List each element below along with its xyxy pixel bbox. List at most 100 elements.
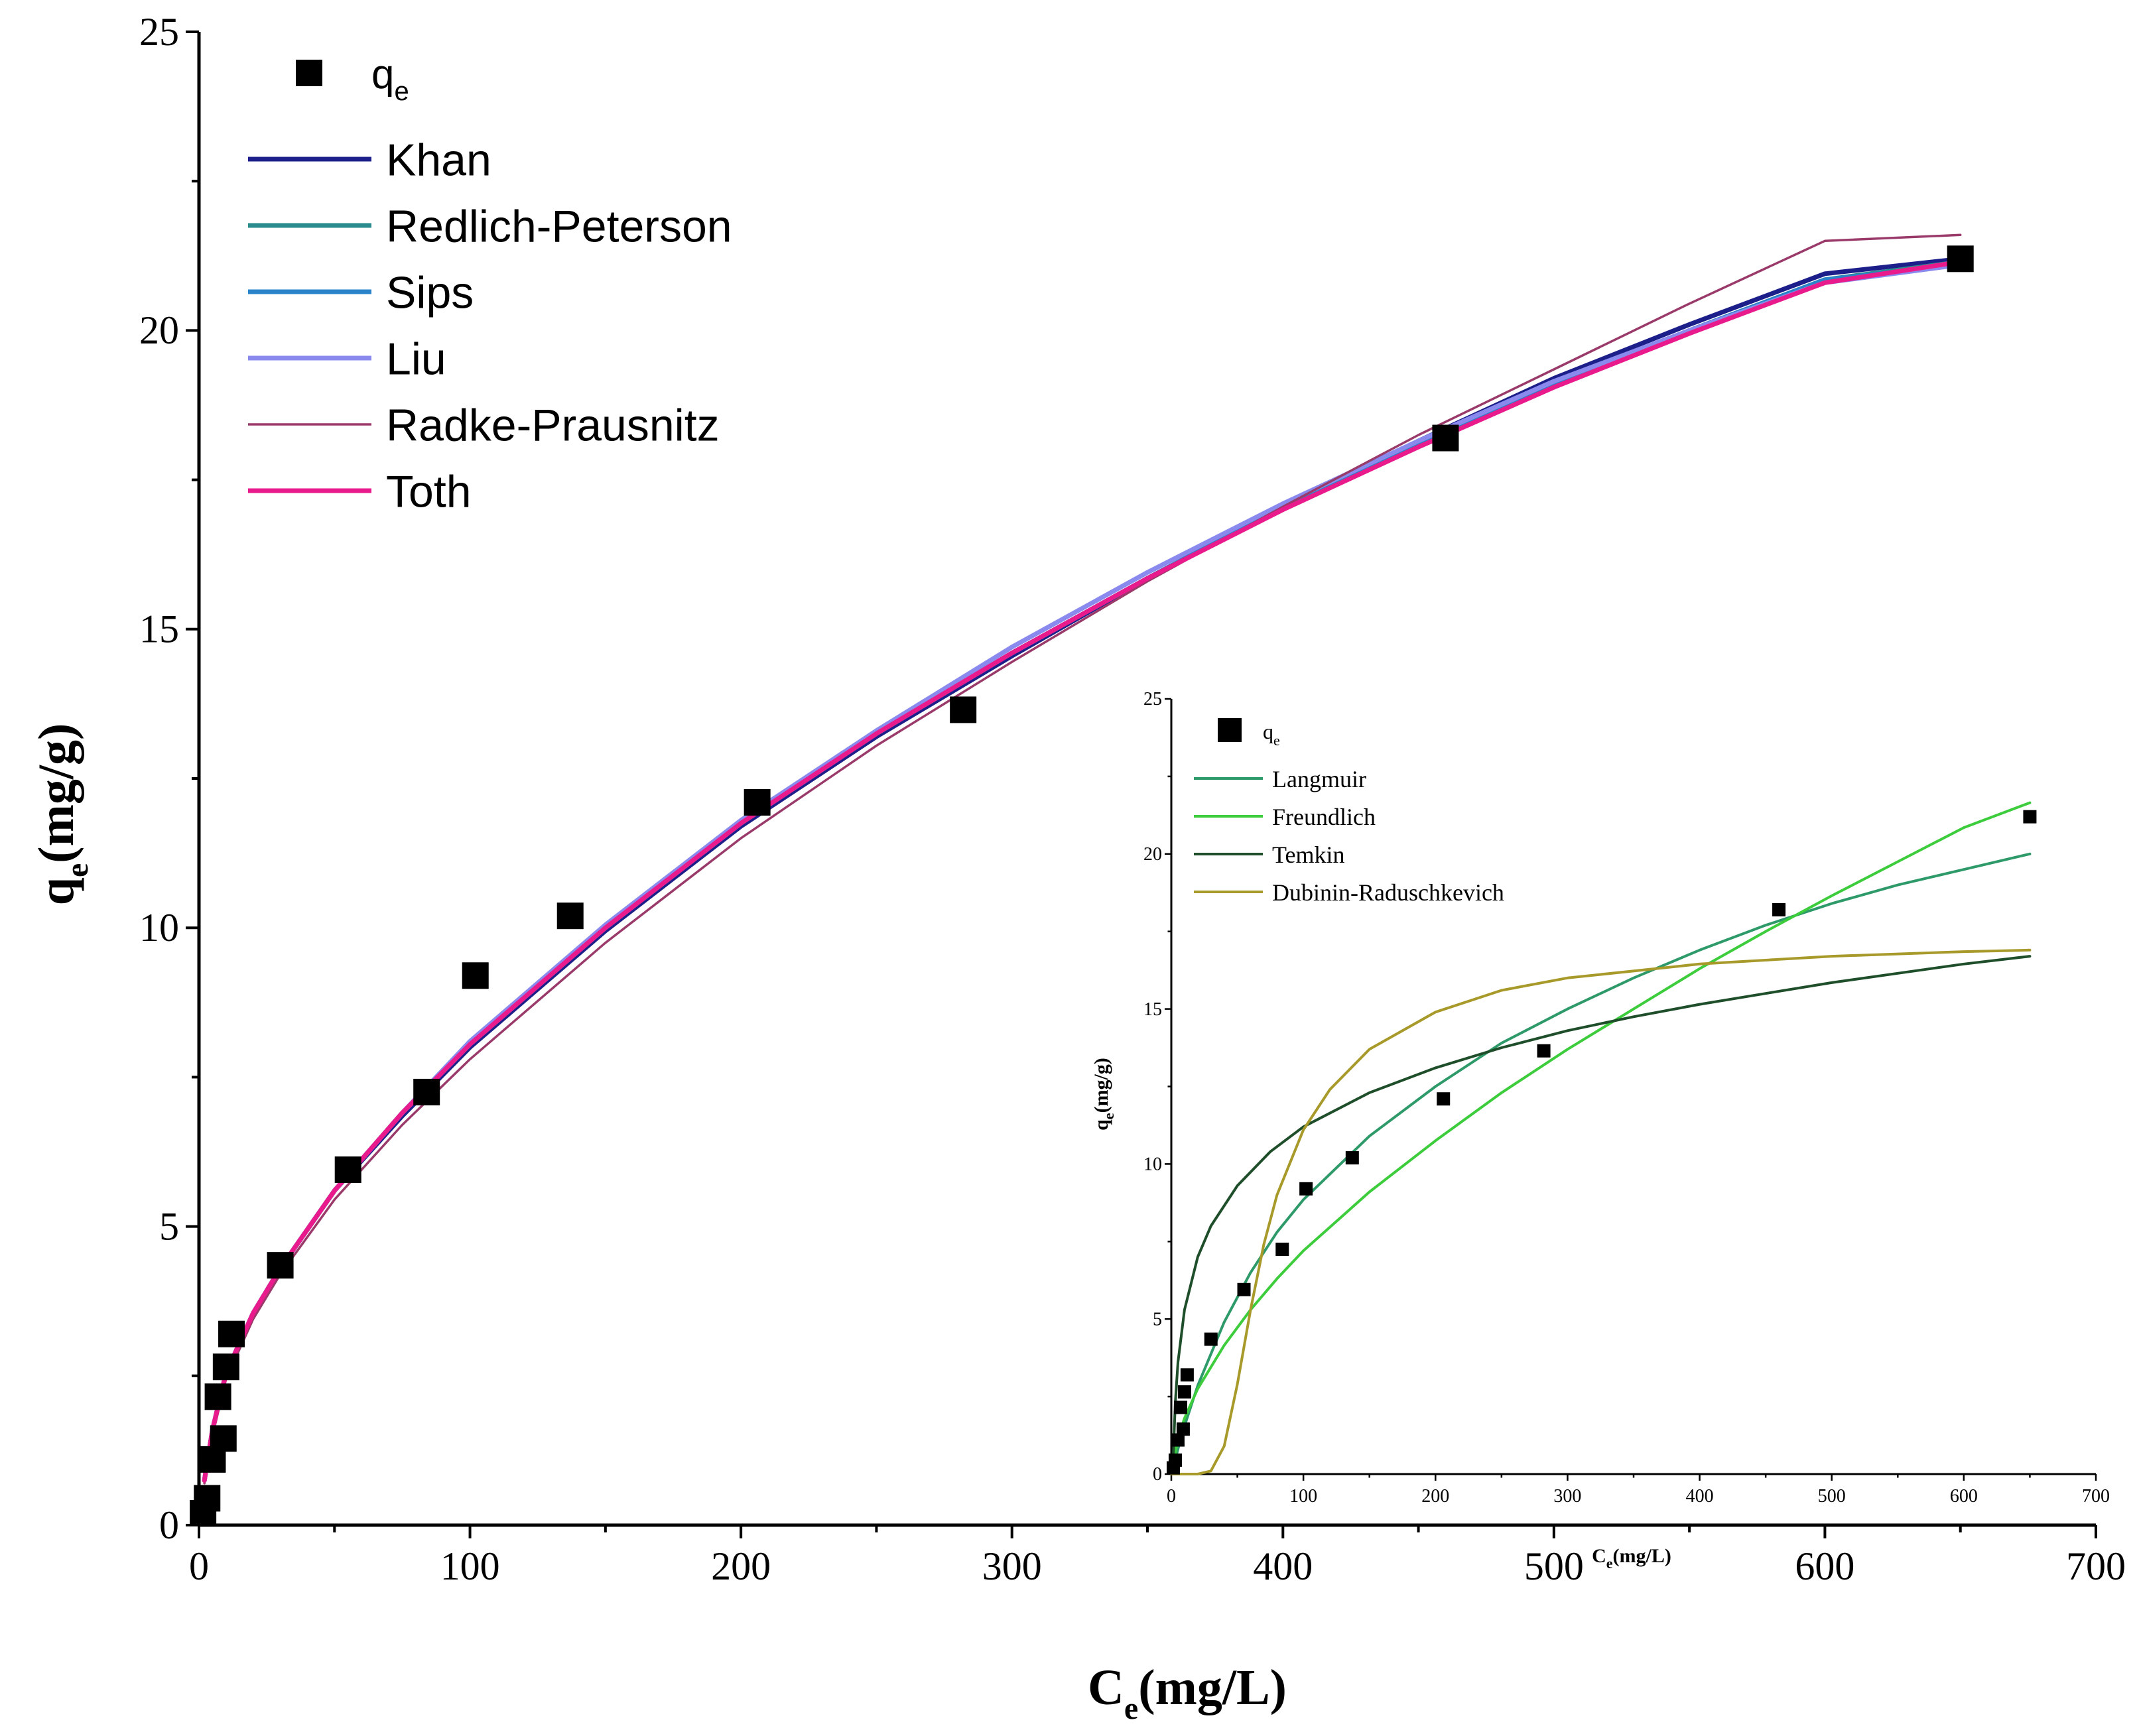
main-x-tick-label: 300 xyxy=(982,1544,1042,1588)
inset-axes xyxy=(1165,698,2097,1481)
inset-y-label-unit: (mg/g) xyxy=(1090,1058,1112,1113)
main-series-line-radke-prausnitz xyxy=(203,233,1962,1485)
inset-y-tick-label: 15 xyxy=(1143,999,1162,1020)
main-x-tick-label: 100 xyxy=(440,1544,500,1588)
inset-data-point xyxy=(1176,1422,1190,1436)
inset-y-axis-label: qe(mg/g) xyxy=(1090,1058,1117,1131)
main-x-tick-label: 700 xyxy=(2066,1544,2126,1588)
main-legend-label-liu: Liu xyxy=(386,334,446,384)
main-data-point xyxy=(267,1252,294,1279)
main-data-point xyxy=(413,1078,440,1105)
main-legend-label-radke-prausnitz: Radke-Prausnitz xyxy=(386,400,720,450)
inset-data-point xyxy=(2023,810,2037,824)
main-data-point xyxy=(950,696,977,723)
main-x-tick-label: 500 xyxy=(1524,1544,1584,1588)
main-y-label-sub: e xyxy=(60,863,95,877)
inset-series-line-langmuir xyxy=(1170,852,2032,1475)
main-data-point xyxy=(1432,424,1459,452)
inset-legend: qe Langmuir Freundlich Temkin Dubinin-Radus… xyxy=(1194,718,1504,906)
inset-x-tick-label: 500 xyxy=(1818,1486,1846,1507)
inset-x-tick-label: 400 xyxy=(1686,1486,1714,1507)
inset-legend-marker-qe xyxy=(1218,718,1242,742)
main-x-label-symbol: C xyxy=(1088,1660,1124,1715)
main-series-line-toth xyxy=(202,259,1963,1483)
main-legend-label-sips: Sips xyxy=(386,267,474,318)
inset-x-tick-label: 0 xyxy=(1167,1486,1176,1507)
main-legend-label-khan: Khan xyxy=(386,135,491,185)
legend-label-qe: qe xyxy=(371,52,409,106)
main-y-tick-label: 5 xyxy=(159,1204,179,1248)
inset-data-point xyxy=(1168,1453,1182,1467)
inset-data-point xyxy=(1275,1242,1289,1256)
inset-data-points xyxy=(1166,810,2037,1475)
main-data-point xyxy=(1947,245,1974,273)
legend-qe-sub: e xyxy=(394,77,409,106)
main-data-points xyxy=(190,245,1974,1526)
main-x-tick-label: 600 xyxy=(1795,1544,1854,1588)
main-legend-label-toth: Toth xyxy=(386,466,472,517)
inset-data-point xyxy=(1437,1092,1451,1106)
inset-data-point xyxy=(1171,1433,1185,1447)
inset-legend-qe-symbol: q xyxy=(1263,719,1273,743)
inset-legend-label-temkin: Temkin xyxy=(1272,841,1344,868)
inset-x-axis-label: Ce(mg/L) xyxy=(1592,1545,1671,1572)
inset-data-point xyxy=(1772,902,1786,916)
inset-data-point xyxy=(1180,1368,1194,1382)
main-data-point xyxy=(194,1485,221,1512)
main-y-tick-label: 10 xyxy=(139,906,179,950)
inset-data-point xyxy=(1204,1332,1218,1346)
main-y-tick-label: 25 xyxy=(139,10,179,54)
main-x-tick-label: 0 xyxy=(189,1544,209,1588)
inset-y-tick-label: 10 xyxy=(1143,1154,1162,1175)
inset-series-line-temkin xyxy=(1171,955,2032,1475)
inset-x-tick-label: 100 xyxy=(1289,1486,1317,1507)
main-legend-label-redlich-peterson: Redlich-Peterson xyxy=(386,201,732,251)
inset-x-label-unit: (mg/L) xyxy=(1613,1545,1671,1567)
inset-data-point xyxy=(1173,1400,1187,1414)
inset-series-lines xyxy=(1170,801,2032,1475)
main-x-axis-label: Ce(mg/L) xyxy=(1088,1660,1287,1726)
inset-x-label-sub: e xyxy=(1606,1555,1613,1572)
inset-y-label-symbol: q xyxy=(1090,1119,1112,1131)
main-y-tick-label: 20 xyxy=(139,308,179,352)
main-y-axis-label: qe(mg/g) xyxy=(29,723,95,906)
main-x-tick-label: 400 xyxy=(1253,1544,1313,1588)
main-y-label-unit: (mg/g) xyxy=(29,723,84,863)
inset-y-tick-label: 0 xyxy=(1153,1464,1162,1485)
inset-legend-label-langmuir: Langmuir xyxy=(1272,766,1366,792)
main-data-point xyxy=(744,789,771,816)
inset-data-point xyxy=(1345,1151,1359,1165)
inset-x-tick-label: 600 xyxy=(1950,1486,1978,1507)
inset-y-tick-label: 5 xyxy=(1153,1309,1162,1330)
main-data-point xyxy=(556,902,584,930)
legend-marker-qe xyxy=(296,60,322,86)
main-y-tick-label: 0 xyxy=(159,1503,179,1547)
main-y-tick-label: 15 xyxy=(139,607,179,651)
legend-qe-symbol: q xyxy=(371,52,394,97)
inset-legend-qe-sub: e xyxy=(1273,732,1280,749)
inset-data-point xyxy=(1177,1385,1191,1399)
inset-tick-labels: 0 100 200 300 400 500 600 700 0 5 10 15 20 25 xyxy=(1143,689,2110,1507)
inset-legend-label-qe: qe xyxy=(1263,719,1280,749)
inset-series-line-freundlich xyxy=(1170,801,2032,1475)
main-series-lines xyxy=(202,233,1963,1485)
main-data-point xyxy=(204,1383,231,1410)
main-x-tick-label: 200 xyxy=(711,1544,771,1588)
main-x-label-sub: e xyxy=(1124,1691,1138,1726)
inset-data-point xyxy=(1299,1182,1313,1196)
inset-x-tick-label: 300 xyxy=(1553,1486,1581,1507)
inset-y-tick-label: 25 xyxy=(1143,689,1162,710)
inset-data-point xyxy=(1237,1282,1251,1296)
inset-x-tick-label: 200 xyxy=(1421,1486,1449,1507)
main-x-label-unit: (mg/L) xyxy=(1138,1660,1287,1715)
main-legend: qe Khan Redlich-Peterson Sips Liu Radke-Prau… xyxy=(248,52,732,517)
main-data-point xyxy=(210,1425,237,1452)
inset-legend-label-dubinin-raduschkevich: Dubinin-Raduschkevich xyxy=(1272,879,1504,906)
inset-y-label-sub: e xyxy=(1100,1113,1117,1119)
inset-legend-label-freundlich: Freundlich xyxy=(1272,804,1376,830)
main-data-point xyxy=(462,962,489,989)
